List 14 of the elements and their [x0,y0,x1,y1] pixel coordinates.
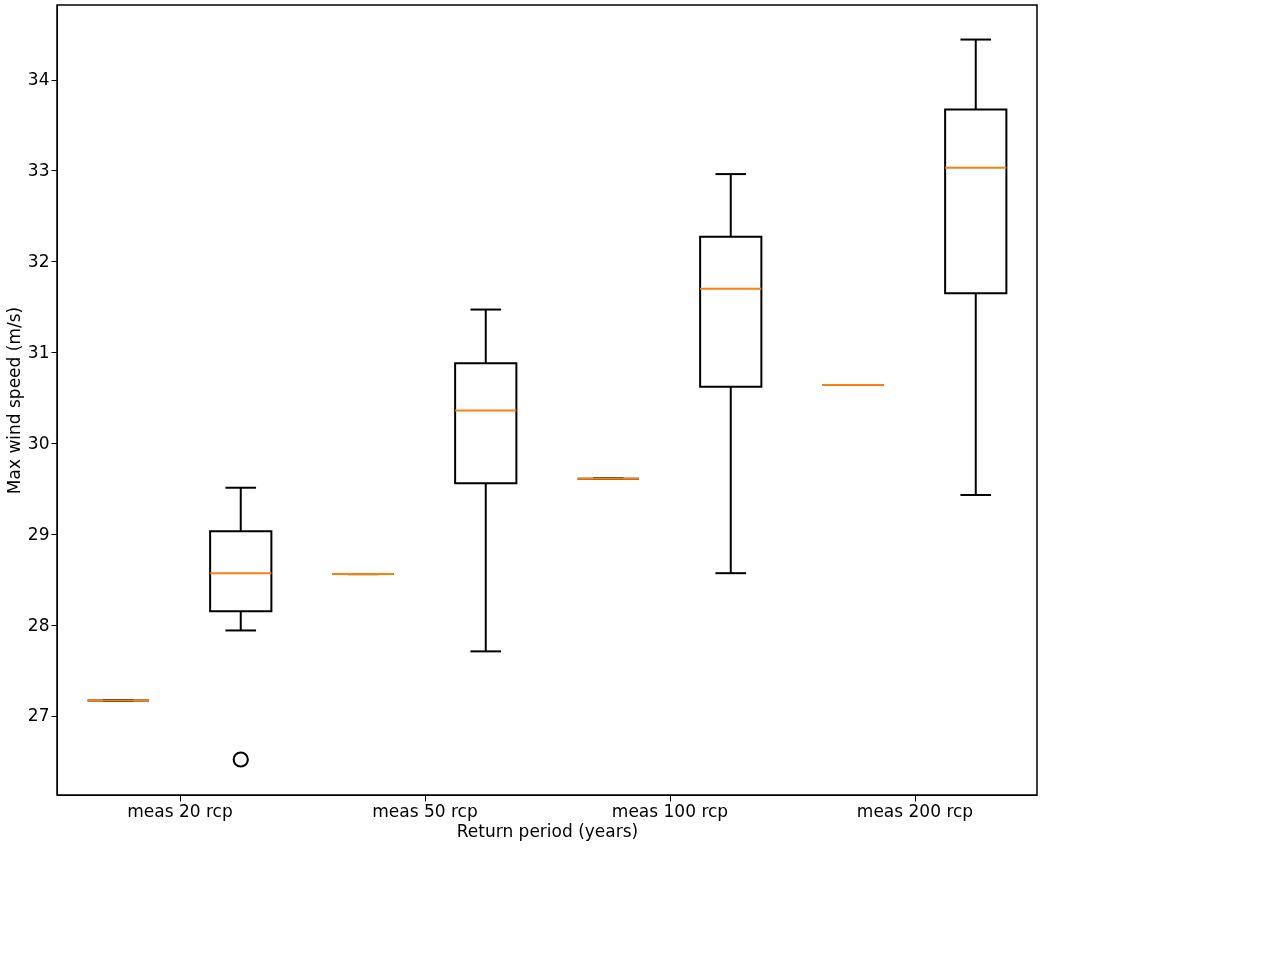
y-tick-label: 27 [27,705,50,726]
y-tick-label: 32 [27,250,50,271]
y-tick-label: 28 [27,614,50,635]
x-tick-label: meas 20 rcp [127,800,233,821]
y-tick-label: 34 [27,69,50,90]
y-tick-label: 33 [27,159,50,180]
y-tick-label: 31 [27,341,50,362]
x-tick-label: meas 200 rcp [856,800,974,821]
y-axis-title: Max wind speed (m/s) [3,306,24,495]
x-tick-label: meas 50 rcp [372,800,478,821]
y-tick-label: 29 [27,523,50,544]
x-axis-title: Return period (years) [456,820,639,841]
x-tick-label: meas 100 rcp [611,800,729,821]
y-tick-label: 30 [27,432,50,453]
